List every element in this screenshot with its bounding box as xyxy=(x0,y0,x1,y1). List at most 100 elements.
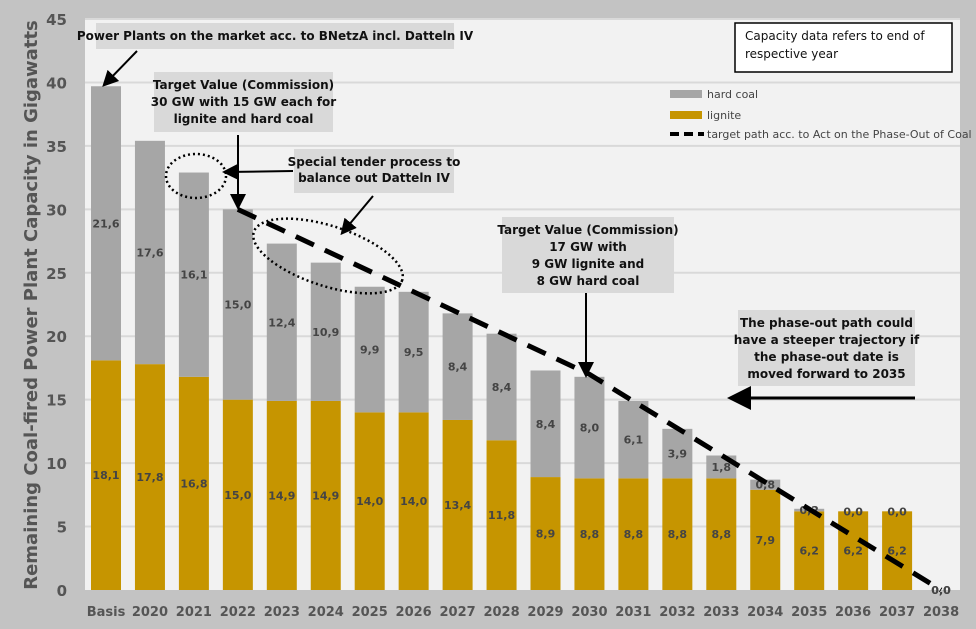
annotation-tender-box xyxy=(294,149,454,193)
bar-lignite xyxy=(398,412,429,590)
annotation-phaseout-text: The phase-out path could xyxy=(740,316,913,330)
data-label-lignite: 14,9 xyxy=(268,489,295,502)
x-tick-label: 2023 xyxy=(264,605,300,620)
bar-lignite xyxy=(574,478,605,590)
data-label-hard-coal: 9,9 xyxy=(360,344,380,357)
bar-hard-coal xyxy=(178,172,209,377)
annotation-target30-text: 30 GW with 15 GW each for xyxy=(151,95,336,109)
y-tick-label: 30 xyxy=(46,201,67,219)
data-label-hard-coal: 3,9 xyxy=(668,448,688,461)
y-tick-label: 40 xyxy=(46,74,67,92)
x-tick-label: 2024 xyxy=(308,605,344,620)
data-label-lignite: 8,8 xyxy=(668,528,688,541)
bar-lignite xyxy=(178,376,209,590)
bar-lignite xyxy=(266,400,297,590)
y-tick-label: 35 xyxy=(46,138,67,156)
bar-lignite xyxy=(838,511,869,590)
annotation-arrow xyxy=(102,50,138,87)
legend-label-hard-coal: hard coal xyxy=(707,88,758,101)
data-label-hard-coal: 15,0 xyxy=(224,299,251,312)
data-label-lignite: 8,9 xyxy=(536,528,556,541)
annotation-target17-text: 8 GW hard coal xyxy=(537,274,640,288)
data-label-lignite: 0,0 xyxy=(931,584,951,597)
data-label-lignite: 7,9 xyxy=(756,534,776,547)
annotation-target30-text: Target Value (Commission) xyxy=(153,78,334,92)
data-label-hard-coal: 0,0 xyxy=(931,584,951,597)
y-tick-label: 0 xyxy=(57,582,67,600)
bar-hard-coal xyxy=(618,400,649,479)
annotation-target17-text: 9 GW lignite and xyxy=(532,257,645,271)
highlight-ellipse-2023-2025 xyxy=(251,217,405,295)
x-tick-label: 2027 xyxy=(440,605,476,620)
data-label-hard-coal: 16,1 xyxy=(180,269,207,282)
bar-lignite xyxy=(486,440,517,590)
x-tick-label: 2030 xyxy=(571,605,607,620)
data-label-hard-coal: 0,0 xyxy=(843,505,863,518)
data-label-hard-coal: 1,8 xyxy=(712,461,732,474)
bar-lignite xyxy=(530,477,561,590)
data-label-hard-coal: 9,5 xyxy=(404,346,424,359)
data-label-lignite: 6,2 xyxy=(843,545,863,558)
legend-label-target-path: target path acc. to Act on the Phase-Out… xyxy=(707,128,972,141)
legend-swatch-lignite xyxy=(670,111,702,119)
annotation-target30-box xyxy=(154,72,333,132)
annotation-target17-text: Target Value (Commission) xyxy=(497,223,678,237)
bar-hard-coal xyxy=(574,376,605,479)
annotation-tender-text: Special tender process to xyxy=(288,155,461,169)
y-tick-label: 20 xyxy=(46,328,67,346)
y-tick-label: 15 xyxy=(46,392,67,410)
bar-lignite xyxy=(310,400,341,590)
x-tick-label: 2031 xyxy=(615,605,651,620)
bar-hard-coal xyxy=(530,370,561,478)
data-label-lignite: 14,9 xyxy=(312,489,339,502)
data-label-lignite: 6,2 xyxy=(887,545,907,558)
data-label-hard-coal: 12,4 xyxy=(268,316,295,329)
x-tick-label: 2020 xyxy=(132,605,168,620)
data-label-hard-coal: 8,0 xyxy=(580,422,600,435)
highlight-ellipse-2021 xyxy=(164,152,228,200)
data-label-hard-coal: 8,4 xyxy=(448,361,468,374)
data-label-lignite: 14,0 xyxy=(400,495,427,508)
legend-label-lignite: lignite xyxy=(707,109,741,122)
data-label-lignite: 6,2 xyxy=(799,545,819,558)
bar-lignite xyxy=(882,511,913,590)
data-label-lignite: 8,8 xyxy=(580,528,600,541)
data-label-hard-coal: 10,9 xyxy=(312,326,339,339)
annotation-note-text: respective year xyxy=(745,47,838,61)
annotation-note-text: Capacity data refers to end of xyxy=(745,29,925,43)
annotation-target17-box xyxy=(502,217,674,293)
annotation-target30-text: lignite and hard coal xyxy=(174,112,314,126)
data-label-hard-coal: 17,6 xyxy=(136,246,163,259)
y-tick-label: 45 xyxy=(46,11,67,29)
bar-hard-coal xyxy=(354,286,385,413)
data-label-lignite: 14,0 xyxy=(356,495,383,508)
bar-lignite xyxy=(91,360,121,590)
x-tick-label: 2037 xyxy=(879,605,915,620)
x-tick-label: 2029 xyxy=(527,605,563,620)
data-label-hard-coal: 0,0 xyxy=(887,505,907,518)
bar-lignite xyxy=(662,478,693,590)
bar-lignite xyxy=(794,511,825,590)
x-tick-label: 2026 xyxy=(396,605,432,620)
data-label-lignite: 17,8 xyxy=(136,471,163,484)
x-tick-label: 2038 xyxy=(923,605,959,620)
y-tick-label: 10 xyxy=(46,455,67,473)
bar-lignite xyxy=(750,489,781,590)
data-label-hard-coal: 6,1 xyxy=(624,434,644,447)
annotation-arrow xyxy=(340,195,374,236)
x-tick-label: 2025 xyxy=(352,605,388,620)
x-tick-label: 2032 xyxy=(659,605,695,620)
bar-hard-coal xyxy=(442,313,473,420)
annotation-bnetza-text: Power Plants on the market acc. to BNetz… xyxy=(77,29,474,43)
x-tick-label: 2035 xyxy=(791,605,827,620)
bar-hard-coal xyxy=(486,333,517,441)
annotation-bnetza-box xyxy=(96,23,454,49)
bar-hard-coal xyxy=(134,140,165,365)
data-label-lignite: 16,8 xyxy=(180,477,207,490)
bar-lignite xyxy=(354,412,385,590)
x-tick-label: 2021 xyxy=(176,605,212,620)
bar-lignite xyxy=(222,399,253,590)
data-label-hard-coal: 21,6 xyxy=(92,217,119,230)
bar-lignite xyxy=(706,478,737,590)
